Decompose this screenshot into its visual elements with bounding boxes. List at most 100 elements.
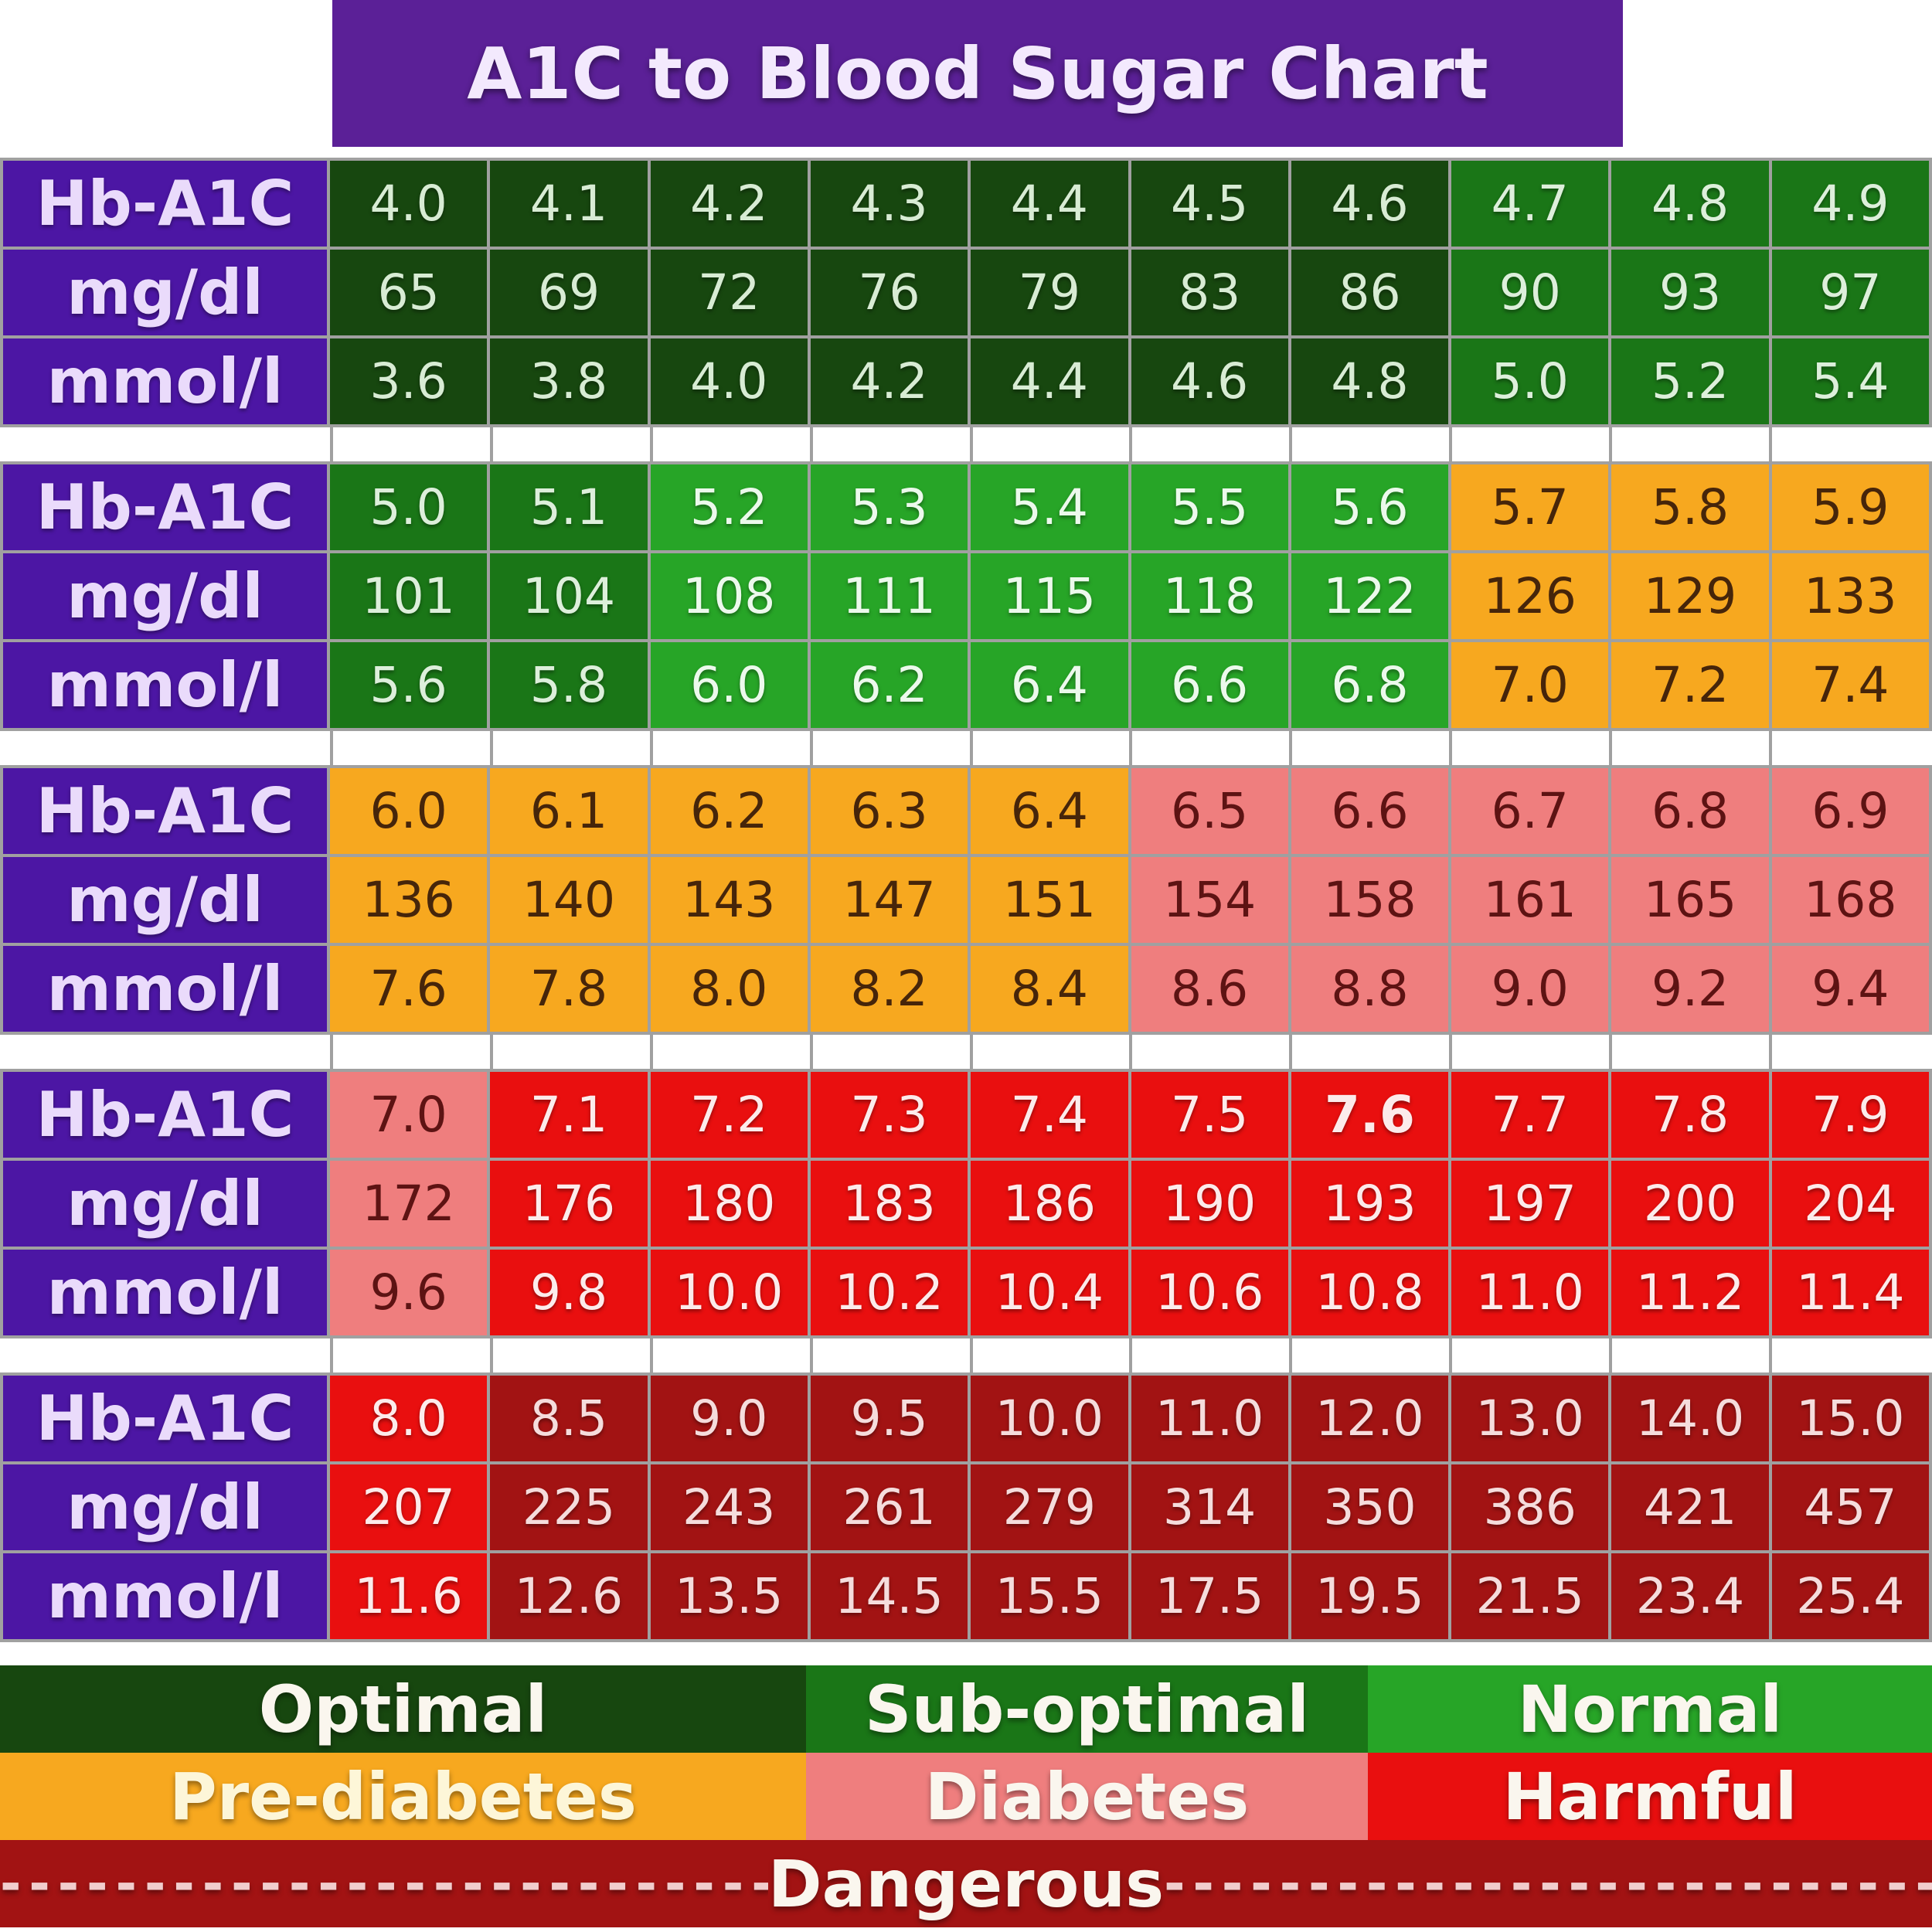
cell-mg_dl-151: 151: [971, 857, 1128, 943]
cell-mmol_l-23.4: 23.4: [1611, 1553, 1769, 1639]
cell-mg_dl-168: 168: [1771, 857, 1929, 943]
cell-mmol_l-8.4: 8.4: [971, 946, 1128, 1032]
separator-cell: [1289, 1035, 1449, 1069]
row-label-mg_dl: mg/dl: [3, 250, 327, 335]
conversion-group-2: Hb-A1C 5.0 5.1 5.2 5.3 5.4 5.5 5.6 5.7 5.8 5.9 mg/d…: [0, 461, 1932, 731]
cell-hba1c-7.8: 7.8: [1611, 1072, 1769, 1158]
cell-mg_dl-97: 97: [1771, 250, 1929, 335]
legend-row-2: Pre-diabetes Diabetes Harmful: [0, 1753, 1932, 1840]
separator-cell: [489, 1035, 650, 1069]
cell-mg_dl-279: 279: [971, 1464, 1128, 1550]
cell-mg_dl-104: 104: [490, 553, 648, 639]
cell-mg_dl-93: 93: [1611, 250, 1769, 335]
cell-mmol_l-8.8: 8.8: [1291, 946, 1449, 1032]
separator-cell: [1609, 1035, 1769, 1069]
separator-cell: [1289, 731, 1449, 765]
separator-cell: [1289, 427, 1449, 461]
cell-hba1c-4.6: 4.6: [1291, 161, 1449, 247]
cell-hba1c-4.9: 4.9: [1771, 161, 1929, 247]
separator-cell: [809, 427, 970, 461]
cell-mmol_l-9.6: 9.6: [330, 1250, 488, 1335]
legend: Optimal Sub-optimal Normal Pre-diabetes …: [0, 1665, 1932, 1927]
separator-cell: [1609, 731, 1769, 765]
separator-cell: [969, 1338, 1130, 1372]
separator-cell: [1129, 1035, 1289, 1069]
cell-mmol_l-8.0: 8.0: [650, 946, 808, 1032]
cell-hba1c-6.1: 6.1: [490, 768, 648, 854]
conversion-group-3: Hb-A1C 6.0 6.1 6.2 6.3 6.4 6.5 6.6 6.7 6.8 6.9 mg/d…: [0, 765, 1932, 1035]
cell-mg_dl-147: 147: [810, 857, 968, 943]
conversion-table: Hb-A1C 4.0 4.1 4.2 4.3 4.4 4.5 4.6 4.7 4.8 4.9 mg/d…: [0, 158, 1932, 1642]
separator-cell: [489, 1338, 650, 1372]
cell-mmol_l-6.0: 6.0: [650, 642, 808, 728]
row-label-mg_dl: mg/dl: [3, 1161, 327, 1247]
cell-hba1c-6.7: 6.7: [1451, 768, 1609, 854]
separator-cell: [1449, 427, 1609, 461]
cell-hba1c-7.2: 7.2: [650, 1072, 808, 1158]
row-label-mg_dl: mg/dl: [3, 1464, 327, 1550]
cell-mg_dl-386: 386: [1451, 1464, 1609, 1550]
cell-mmol_l-17.5: 17.5: [1131, 1553, 1288, 1639]
cell-mmol_l-7.0: 7.0: [1451, 642, 1609, 728]
cell-mmol_l-3.8: 3.8: [490, 338, 648, 424]
cell-mmol_l-9.4: 9.4: [1771, 946, 1929, 1032]
cell-mmol_l-11.6: 11.6: [330, 1553, 488, 1639]
cell-mmol_l-5.4: 5.4: [1771, 338, 1929, 424]
legend-item-harmful: Harmful: [1368, 1753, 1932, 1840]
cell-hba1c-5.7: 5.7: [1451, 464, 1609, 550]
cell-mg_dl-90: 90: [1451, 250, 1609, 335]
cell-hba1c-5.5: 5.5: [1131, 464, 1288, 550]
legend-item-diabetes-label: Diabetes: [924, 1758, 1250, 1835]
cell-mmol_l-6.4: 6.4: [971, 642, 1128, 728]
separator-cell: [1449, 1035, 1609, 1069]
cell-mmol_l-10.2: 10.2: [810, 1250, 968, 1335]
cell-mmol_l-4.0: 4.0: [650, 338, 808, 424]
cell-mg_dl-86: 86: [1291, 250, 1449, 335]
cell-mmol_l-10.0: 10.0: [650, 1250, 808, 1335]
separator-cell: [1129, 427, 1289, 461]
cell-mg_dl-421: 421: [1611, 1464, 1769, 1550]
cell-hba1c-6.9: 6.9: [1771, 768, 1929, 854]
separator-cell: [3, 1338, 330, 1372]
cell-hba1c-4.7: 4.7: [1451, 161, 1609, 247]
row-label-hba1c: Hb-A1C: [3, 768, 327, 854]
row-label-mmol_l: mmol/l: [3, 1250, 327, 1335]
cell-mmol_l-11.2: 11.2: [1611, 1250, 1769, 1335]
cell-hba1c-4.8: 4.8: [1611, 161, 1769, 247]
separator-cell: [809, 731, 970, 765]
cell-mmol_l-4.6: 4.6: [1131, 338, 1288, 424]
cell-mg_dl-183: 183: [810, 1161, 968, 1247]
cell-hba1c-6.6: 6.6: [1291, 768, 1449, 854]
cell-mg_dl-197: 197: [1451, 1161, 1609, 1247]
separator-cell: [330, 1035, 490, 1069]
cell-mg_dl-79: 79: [971, 250, 1128, 335]
cell-mmol_l-10.6: 10.6: [1131, 1250, 1288, 1335]
cell-mmol_l-19.5: 19.5: [1291, 1553, 1449, 1639]
cell-mmol_l-5.8: 5.8: [490, 642, 648, 728]
legend-item-harmful-label: Harmful: [1502, 1758, 1798, 1835]
cell-mmol_l-13.5: 13.5: [650, 1553, 808, 1639]
row-label-mmol_l: mmol/l: [3, 946, 327, 1032]
cell-mg_dl-200: 200: [1611, 1161, 1769, 1247]
cell-hba1c-7.0: 7.0: [330, 1072, 488, 1158]
cell-mg_dl-457: 457: [1771, 1464, 1929, 1550]
cell-hba1c-7.9: 7.9: [1771, 1072, 1929, 1158]
cell-hba1c-4.1: 4.1: [490, 161, 648, 247]
cell-hba1c-4.4: 4.4: [971, 161, 1128, 247]
legend-item-normal-label: Normal: [1517, 1671, 1783, 1747]
cell-mg_dl-172: 172: [330, 1161, 488, 1247]
cell-mg_dl-136: 136: [330, 857, 488, 943]
cell-mmol_l-7.2: 7.2: [1611, 642, 1769, 728]
separator-cell: [3, 731, 330, 765]
cell-hba1c-7.1: 7.1: [490, 1072, 648, 1158]
cell-mg_dl-225: 225: [490, 1464, 648, 1550]
cell-mg_dl-115: 115: [971, 553, 1128, 639]
separator-cell: [649, 731, 810, 765]
cell-hba1c-7.3: 7.3: [810, 1072, 968, 1158]
separator-cell: [969, 1035, 1130, 1069]
cell-mg_dl-314: 314: [1131, 1464, 1288, 1550]
row-label-hba1c: Hb-A1C: [3, 161, 327, 247]
separator-cell: [649, 1338, 810, 1372]
cell-hba1c-6.0: 6.0: [330, 768, 488, 854]
cell-mg_dl-122: 122: [1291, 553, 1449, 639]
